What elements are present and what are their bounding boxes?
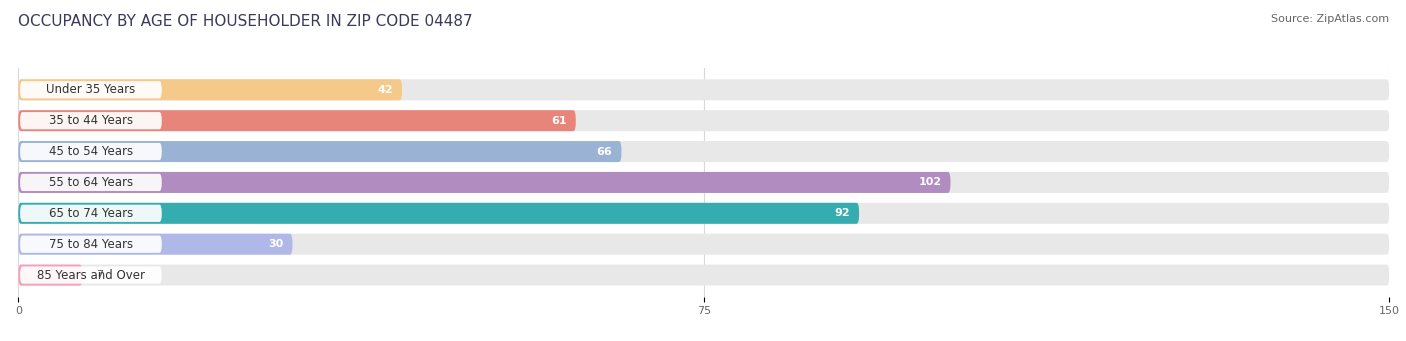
FancyBboxPatch shape xyxy=(20,236,162,253)
Text: 66: 66 xyxy=(596,147,613,157)
FancyBboxPatch shape xyxy=(20,112,162,129)
Text: 92: 92 xyxy=(834,208,849,218)
FancyBboxPatch shape xyxy=(18,234,292,255)
Text: 75 to 84 Years: 75 to 84 Years xyxy=(49,238,134,251)
FancyBboxPatch shape xyxy=(18,203,1389,224)
FancyBboxPatch shape xyxy=(18,265,82,285)
FancyBboxPatch shape xyxy=(18,110,1389,131)
Text: OCCUPANCY BY AGE OF HOUSEHOLDER IN ZIP CODE 04487: OCCUPANCY BY AGE OF HOUSEHOLDER IN ZIP C… xyxy=(18,14,472,29)
Text: 65 to 74 Years: 65 to 74 Years xyxy=(49,207,134,220)
FancyBboxPatch shape xyxy=(20,143,162,160)
FancyBboxPatch shape xyxy=(20,205,162,222)
Text: 35 to 44 Years: 35 to 44 Years xyxy=(49,114,134,127)
Text: Source: ZipAtlas.com: Source: ZipAtlas.com xyxy=(1271,14,1389,24)
FancyBboxPatch shape xyxy=(20,81,162,99)
Text: 7: 7 xyxy=(96,270,103,280)
Text: 42: 42 xyxy=(377,85,392,95)
Text: 45 to 54 Years: 45 to 54 Years xyxy=(49,145,134,158)
FancyBboxPatch shape xyxy=(18,172,1389,193)
FancyBboxPatch shape xyxy=(20,174,162,191)
FancyBboxPatch shape xyxy=(18,110,576,131)
Text: 102: 102 xyxy=(918,177,942,188)
Text: 61: 61 xyxy=(551,116,567,126)
Text: 30: 30 xyxy=(269,239,284,249)
FancyBboxPatch shape xyxy=(18,265,1389,285)
FancyBboxPatch shape xyxy=(20,266,162,284)
Text: 55 to 64 Years: 55 to 64 Years xyxy=(49,176,134,189)
FancyBboxPatch shape xyxy=(18,79,1389,100)
FancyBboxPatch shape xyxy=(18,141,621,162)
FancyBboxPatch shape xyxy=(18,234,1389,255)
FancyBboxPatch shape xyxy=(18,79,402,100)
FancyBboxPatch shape xyxy=(18,203,859,224)
FancyBboxPatch shape xyxy=(18,172,950,193)
Text: 85 Years and Over: 85 Years and Over xyxy=(37,269,145,282)
Text: Under 35 Years: Under 35 Years xyxy=(46,83,135,96)
FancyBboxPatch shape xyxy=(18,141,1389,162)
